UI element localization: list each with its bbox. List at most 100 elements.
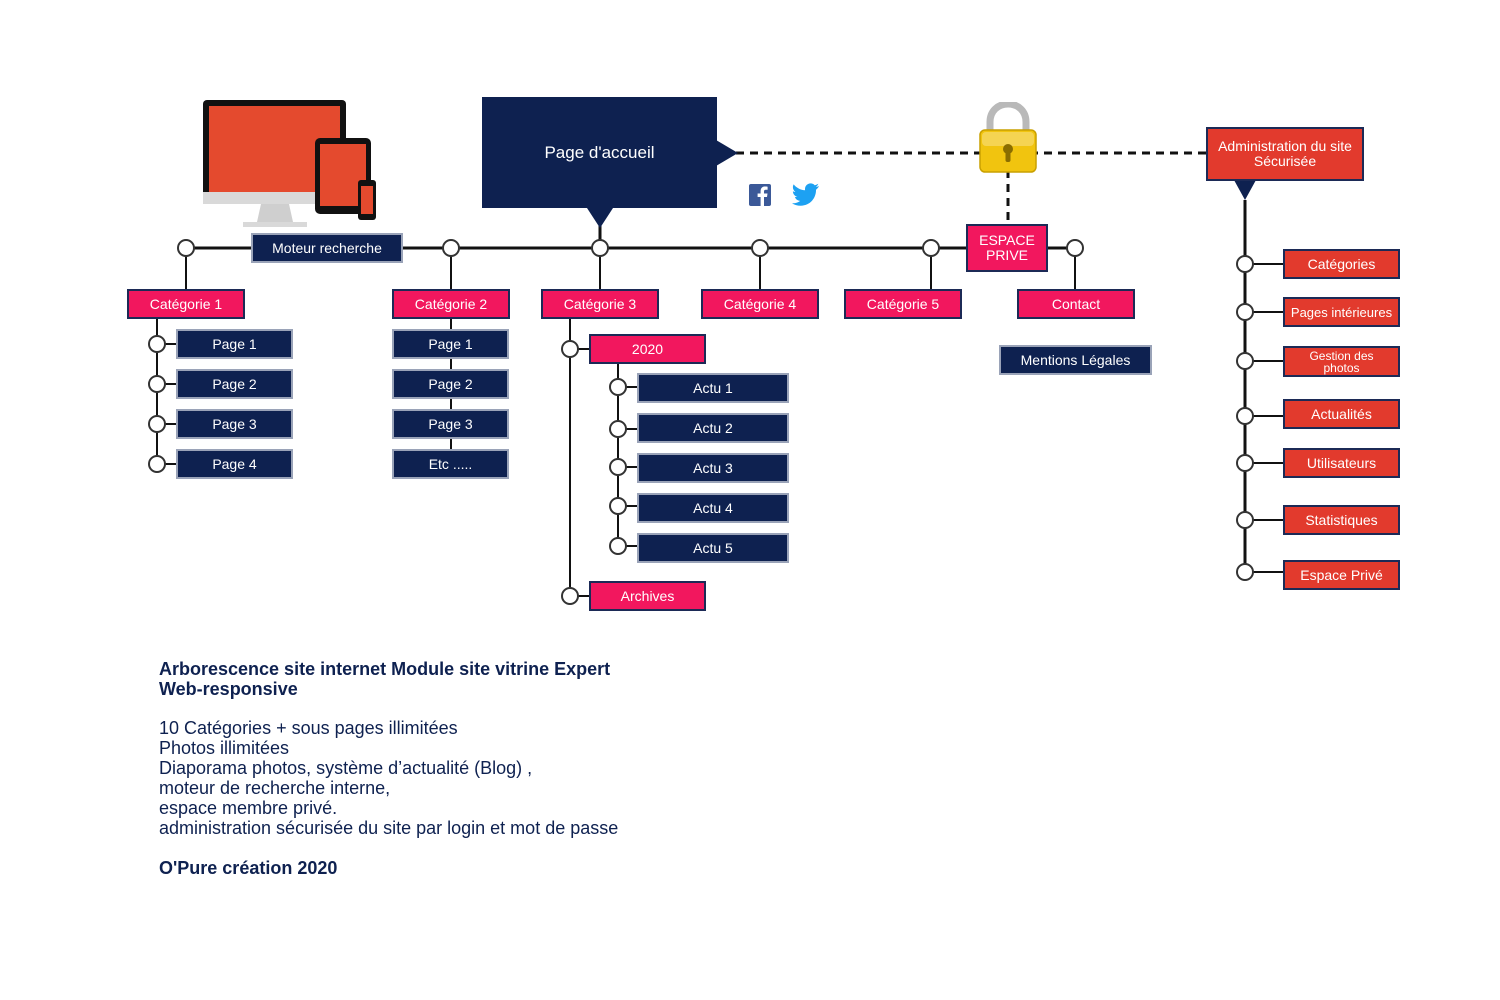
node-actu5 xyxy=(609,537,627,555)
admin-item-users-label: Utilisateurs xyxy=(1306,454,1377,471)
home-pointer-right xyxy=(716,140,738,166)
description-title-line1: Arborescence site internet Module site v… xyxy=(159,659,611,679)
cat1-page-3[interactable]: Page 3 xyxy=(176,409,293,439)
actu-5-label: Actu 5 xyxy=(693,539,733,556)
twitter-icon[interactable] xyxy=(792,183,820,206)
node-cat1-page3 xyxy=(148,415,166,433)
description-block: Arborescence site internet Module site v… xyxy=(159,659,859,878)
admin-item-news-label: Actualités xyxy=(1311,405,1372,422)
admin-item-categories-label: Catégories xyxy=(1307,255,1376,272)
cat1-page-2[interactable]: Page 2 xyxy=(176,369,293,399)
node-actu3 xyxy=(609,458,627,476)
category-3-label: Catégorie 3 xyxy=(563,295,637,312)
category-1-label: Catégorie 1 xyxy=(149,295,223,312)
node-contact xyxy=(1066,239,1084,257)
description-lines: 10 Catégories + sous pages illimitées Ph… xyxy=(159,718,859,838)
cat2-page-3[interactable]: Page 3 xyxy=(392,409,509,439)
admin-item-pages[interactable]: Pages intérieures xyxy=(1283,297,1400,327)
actu-1-label: Actu 1 xyxy=(693,379,733,396)
facebook-icon[interactable] xyxy=(749,184,771,206)
actu-3-label: Actu 3 xyxy=(693,459,733,476)
contact-box[interactable]: Contact xyxy=(1017,289,1135,319)
admin-item-private-label: Espace Privé xyxy=(1300,566,1383,583)
category-3-box[interactable]: Catégorie 3 xyxy=(541,289,659,319)
description-line: 10 Catégories + sous pages illimitées xyxy=(159,718,458,738)
node-cat3 xyxy=(591,239,609,257)
admin-item-photos[interactable]: Gestion des photos xyxy=(1283,346,1400,377)
admin-header-line2: Sécurisée xyxy=(1253,153,1317,169)
archives-label: Archives xyxy=(620,587,675,604)
admin-item-photos-line2: photos xyxy=(1323,360,1360,375)
devices-icon xyxy=(203,100,376,227)
node-admin-pages xyxy=(1236,303,1254,321)
cat2-page-2[interactable]: Page 2 xyxy=(392,369,509,399)
node-cat1 xyxy=(177,239,195,257)
node-actu4 xyxy=(609,497,627,515)
admin-item-stats-label: Statistiques xyxy=(1305,511,1378,528)
admin-item-pages-label: Pages intérieures xyxy=(1290,304,1393,320)
category-5-label: Catégorie 5 xyxy=(866,295,940,312)
cat2-page-etc-label: Etc ..... xyxy=(428,455,473,472)
node-cat5 xyxy=(922,239,940,257)
admin-item-news[interactable]: Actualités xyxy=(1283,399,1400,429)
node-actu1 xyxy=(609,378,627,396)
cat2-page-2-label: Page 2 xyxy=(428,375,473,392)
year-2020-box[interactable]: 2020 xyxy=(589,334,706,364)
actu-2[interactable]: Actu 2 xyxy=(637,413,789,443)
description-line: moteur de recherche interne, xyxy=(159,778,391,798)
cat2-page-etc[interactable]: Etc ..... xyxy=(392,449,509,479)
node-admin-categories xyxy=(1236,255,1254,273)
cat1-page-1-label: Page 1 xyxy=(212,335,257,352)
home-pointer-down xyxy=(587,208,613,228)
legal-notice-box[interactable]: Mentions Légales xyxy=(999,345,1152,375)
node-admin-espace xyxy=(1236,563,1254,581)
cat1-page-3-label: Page 3 xyxy=(212,415,257,432)
cat1-page-4[interactable]: Page 4 xyxy=(176,449,293,479)
description-line: administration sécurisée du site par log… xyxy=(159,818,619,838)
contact-label: Contact xyxy=(1051,295,1101,312)
cat1-page-2-label: Page 2 xyxy=(212,375,257,392)
private-area-line1: ESPACE xyxy=(979,232,1035,248)
actu-2-label: Actu 2 xyxy=(693,419,733,436)
description-line: Photos illimitées xyxy=(159,738,290,758)
node-cat1-page1 xyxy=(148,335,166,353)
description-line: Diaporama photos, système d’actualité (B… xyxy=(159,758,533,778)
actu-3[interactable]: Actu 3 xyxy=(637,453,789,483)
admin-header-line1: Administration du site xyxy=(1218,138,1352,154)
admin-item-categories[interactable]: Catégories xyxy=(1283,249,1400,279)
cat2-page-1[interactable]: Page 1 xyxy=(392,329,509,359)
actu-4[interactable]: Actu 4 xyxy=(637,493,789,523)
private-area-line2: PRIVE xyxy=(985,247,1028,263)
cat2-page-1-label: Page 1 xyxy=(428,335,473,352)
admin-header-box[interactable]: Administration du site Sécurisée xyxy=(1206,127,1364,181)
description-title: Arborescence site internet Module site v… xyxy=(159,659,859,699)
node-cat1-page2 xyxy=(148,375,166,393)
private-area-box[interactable]: ESPACE PRIVE xyxy=(966,224,1048,272)
category-1-box[interactable]: Catégorie 1 xyxy=(127,289,245,319)
node-cat4 xyxy=(751,239,769,257)
node-admin-photos xyxy=(1236,352,1254,370)
home-page-box[interactable]: Page d'accueil xyxy=(482,97,717,208)
search-engine-box[interactable]: Moteur recherche xyxy=(251,233,403,263)
archives-box[interactable]: Archives xyxy=(589,581,706,611)
category-2-box[interactable]: Catégorie 2 xyxy=(392,289,510,319)
home-page-label: Page d'accueil xyxy=(544,143,655,162)
lock-icon xyxy=(979,102,1037,173)
node-admin-actualites xyxy=(1236,407,1254,425)
admin-item-users[interactable]: Utilisateurs xyxy=(1283,448,1400,478)
admin-item-photos-line1: Gestion des xyxy=(1309,348,1374,363)
cat1-page-1[interactable]: Page 1 xyxy=(176,329,293,359)
description-line: espace membre privé. xyxy=(159,798,338,818)
category-5-box[interactable]: Catégorie 5 xyxy=(844,289,962,319)
actu-4-label: Actu 4 xyxy=(693,499,733,516)
admin-item-private[interactable]: Espace Privé xyxy=(1283,560,1400,590)
actu-1[interactable]: Actu 1 xyxy=(637,373,789,403)
node-admin-statistiques xyxy=(1236,511,1254,529)
actu-5[interactable]: Actu 5 xyxy=(637,533,789,563)
node-actu2 xyxy=(609,420,627,438)
cat2-page-3-label: Page 3 xyxy=(428,415,473,432)
node-cat1-page4 xyxy=(148,455,166,473)
admin-item-stats[interactable]: Statistiques xyxy=(1283,505,1400,535)
node-admin-utilisateurs xyxy=(1236,454,1254,472)
category-4-box[interactable]: Catégorie 4 xyxy=(701,289,819,319)
